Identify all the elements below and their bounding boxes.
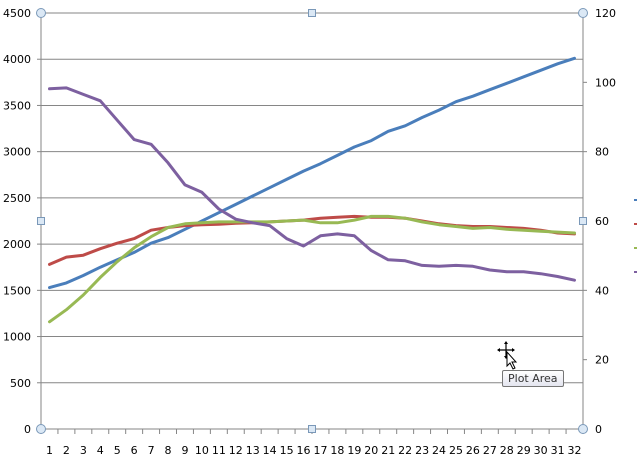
y-tick-label: 4000 [3, 53, 31, 66]
x-tick-label: 10 [195, 444, 209, 457]
y2-tick-label: 40 [595, 284, 609, 297]
y-tick-label: 1500 [3, 284, 31, 297]
y-tick-label: 3000 [3, 146, 31, 159]
x-tick-label: 31 [551, 444, 565, 457]
x-tick-label: 17 [313, 444, 327, 457]
x-tick-label: 30 [534, 444, 548, 457]
resize-handle-side[interactable] [37, 217, 45, 225]
x-tick-label: 11 [212, 444, 226, 457]
x-tick-label: 20 [364, 444, 378, 457]
resize-handle-corner[interactable] [578, 8, 588, 18]
y-tick-label: 500 [10, 377, 31, 390]
x-tick-label: 8 [165, 444, 172, 457]
x-tick-label: 22 [398, 444, 412, 457]
y2-tick-label: 100 [595, 76, 616, 89]
x-tick-label: 29 [517, 444, 531, 457]
resize-handle-side[interactable] [579, 217, 587, 225]
x-tick-label: 28 [500, 444, 514, 457]
x-tick-label: 15 [280, 444, 294, 457]
resize-handle-side[interactable] [308, 9, 316, 17]
resize-handle-corner[interactable] [36, 8, 46, 18]
resize-handle-corner[interactable] [36, 424, 46, 434]
y2-tick-label: 120 [595, 7, 616, 20]
y2-tick-label: 0 [595, 423, 602, 436]
y2-tick-label: 60 [595, 215, 609, 228]
x-tick-label: 25 [449, 444, 463, 457]
plot-area-tooltip: Plot Area [502, 370, 564, 387]
y-tick-label: 0 [24, 423, 31, 436]
resize-handle-side[interactable] [308, 425, 316, 433]
y2-tick-label: 20 [595, 354, 609, 367]
resize-handle-corner[interactable] [578, 424, 588, 434]
x-tick-label: 24 [432, 444, 446, 457]
x-tick-label: 23 [415, 444, 429, 457]
x-tick-label: 6 [131, 444, 138, 457]
x-tick-label: 3 [80, 444, 87, 457]
y-tick-label: 1000 [3, 331, 31, 344]
x-tick-label: 13 [246, 444, 260, 457]
series-line-4[interactable] [48, 86, 576, 282]
x-tick-label: 14 [263, 444, 277, 457]
y-tick-label: 2000 [3, 238, 31, 251]
x-tick-label: 7 [148, 444, 155, 457]
series-line-3[interactable] [48, 214, 576, 324]
x-tick-label: 2 [63, 444, 70, 457]
move-cursor-icon [497, 341, 518, 370]
y2-tick-label: 80 [595, 146, 609, 159]
x-tick-label: 5 [114, 444, 121, 457]
x-tick-label: 12 [229, 444, 243, 457]
x-tick-label: 26 [466, 444, 480, 457]
x-tick-label: 1 [46, 444, 53, 457]
x-tick-label: 18 [330, 444, 344, 457]
y-tick-label: 4500 [3, 7, 31, 20]
x-tick-label: 19 [347, 444, 361, 457]
x-tick-label: 27 [483, 444, 497, 457]
y-tick-label: 3500 [3, 99, 31, 112]
x-tick-label: 16 [297, 444, 311, 457]
x-tick-label: 4 [97, 444, 104, 457]
x-tick-label: 32 [568, 444, 582, 457]
series-line-1[interactable] [48, 56, 576, 290]
x-tick-label: 21 [381, 444, 395, 457]
y-tick-label: 2500 [3, 192, 31, 205]
x-tick-label: 9 [181, 444, 188, 457]
